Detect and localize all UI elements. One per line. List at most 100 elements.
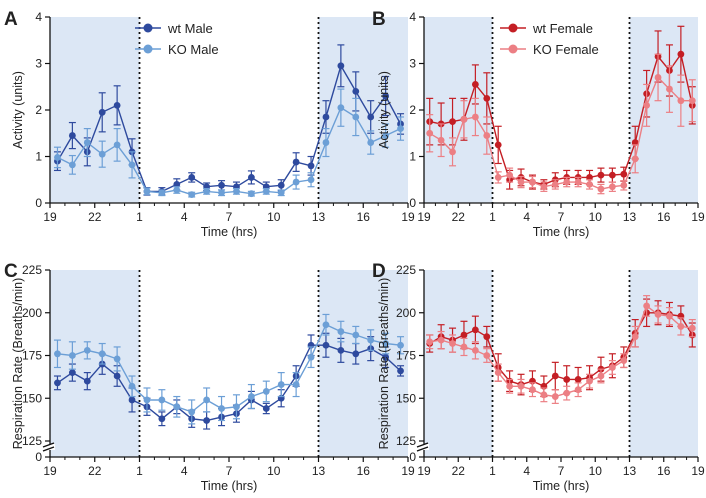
- data-point: [551, 181, 559, 188]
- data-point: [247, 174, 255, 181]
- data-point: [631, 333, 639, 341]
- data-point: [666, 85, 673, 93]
- data-point: [677, 323, 685, 330]
- y-tick-label: 2: [35, 103, 42, 117]
- data-point: [173, 186, 181, 194]
- y-tick-label: 175: [22, 349, 42, 363]
- data-point: [262, 405, 270, 412]
- x-tick-label: 19: [417, 464, 431, 478]
- dark-phase-shading: [424, 270, 493, 457]
- x-tick-label: 19: [417, 210, 431, 224]
- data-point: [586, 377, 593, 385]
- data-point: [608, 364, 616, 371]
- data-point: [460, 115, 468, 123]
- axis-break-gap: [417, 444, 429, 450]
- data-point: [382, 353, 390, 361]
- y-tick-label: 0: [409, 450, 416, 464]
- panel-c: 0 125 150 175 200 225 19 22 1 4 7 10 13 16 19 Time (hrs…: [4, 261, 415, 493]
- data-point: [654, 74, 662, 81]
- data-point: [397, 341, 404, 349]
- data-point: [128, 382, 136, 390]
- data-point: [574, 178, 582, 186]
- data-point: [506, 171, 514, 179]
- data-point: [677, 97, 685, 105]
- data-point: [337, 62, 345, 70]
- x-tick-label: 10: [589, 464, 603, 478]
- data-point: [397, 125, 404, 132]
- data-point: [143, 396, 151, 404]
- x-tick-label: 16: [357, 210, 371, 224]
- data-point: [437, 136, 445, 144]
- data-point: [597, 171, 605, 179]
- legend-swatch-marker: [143, 44, 153, 54]
- legend-swatch-marker: [508, 23, 518, 33]
- series-wt-female: [426, 298, 696, 398]
- data-point: [247, 190, 255, 198]
- y-axis-label: Activity (units): [377, 71, 391, 149]
- x-tick-label: 19: [43, 464, 57, 478]
- y-axis-label: Activity (units): [11, 71, 25, 149]
- data-point: [688, 324, 696, 332]
- x-tick-label: 19: [43, 210, 57, 224]
- data-point: [128, 396, 136, 404]
- data-point: [449, 118, 456, 126]
- x-tick-label: 7: [558, 464, 565, 478]
- data-point: [597, 372, 605, 380]
- data-point: [337, 104, 345, 112]
- series-ko-female: [426, 53, 696, 195]
- data-point: [367, 336, 375, 344]
- data-point: [113, 372, 121, 380]
- data-point: [643, 101, 651, 109]
- x-tick-label: 19: [691, 464, 705, 478]
- panel-label: B: [372, 9, 386, 30]
- data-point: [494, 141, 502, 149]
- data-point: [382, 92, 390, 100]
- data-point: [551, 393, 559, 400]
- data-point: [54, 154, 61, 161]
- x-tick-label: 4: [181, 464, 188, 478]
- data-point: [173, 181, 181, 188]
- data-point: [218, 181, 225, 189]
- data-point: [608, 183, 616, 191]
- x-tick-label: 19: [401, 210, 415, 224]
- data-point: [188, 191, 196, 199]
- data-point: [337, 328, 345, 335]
- data-point: [68, 369, 76, 376]
- data-point: [277, 181, 285, 189]
- data-point: [98, 108, 106, 116]
- legend: wt Female KO Female: [500, 21, 599, 57]
- data-point: [352, 113, 360, 121]
- data-point: [158, 396, 166, 404]
- data-point: [113, 355, 121, 363]
- data-point: [483, 132, 491, 139]
- y-tick-label: 150: [22, 391, 42, 405]
- data-point: [494, 174, 502, 181]
- panel-b: 0 1 2 3 4 19 22 1 4 7 10 13 16 19 Time (hrs) Activity (…: [372, 9, 705, 239]
- data-point: [68, 132, 76, 139]
- data-point: [460, 331, 468, 339]
- data-point: [262, 187, 270, 195]
- data-point: [158, 189, 166, 197]
- data-point: [620, 170, 628, 178]
- y-tick-label: 2: [409, 103, 416, 117]
- data-point: [337, 346, 345, 354]
- data-point: [233, 403, 240, 411]
- dark-phase-shading: [50, 17, 140, 203]
- x-tick-label: 4: [181, 210, 188, 224]
- dark-phase-shading: [424, 17, 493, 203]
- data-point: [574, 376, 582, 383]
- x-tick-label: 22: [88, 464, 102, 478]
- data-point: [292, 381, 300, 388]
- data-point: [352, 350, 360, 358]
- data-point: [529, 178, 536, 186]
- y-tick-label: 225: [22, 263, 42, 277]
- data-point: [586, 181, 593, 188]
- data-point: [247, 393, 255, 400]
- data-point: [382, 340, 390, 347]
- data-point: [631, 155, 639, 163]
- x-tick-label: 16: [657, 210, 671, 224]
- x-tick-label: 19: [691, 210, 705, 224]
- x-tick-label: 13: [623, 210, 637, 224]
- data-point: [307, 162, 315, 170]
- y-tick-label: 4: [409, 10, 416, 24]
